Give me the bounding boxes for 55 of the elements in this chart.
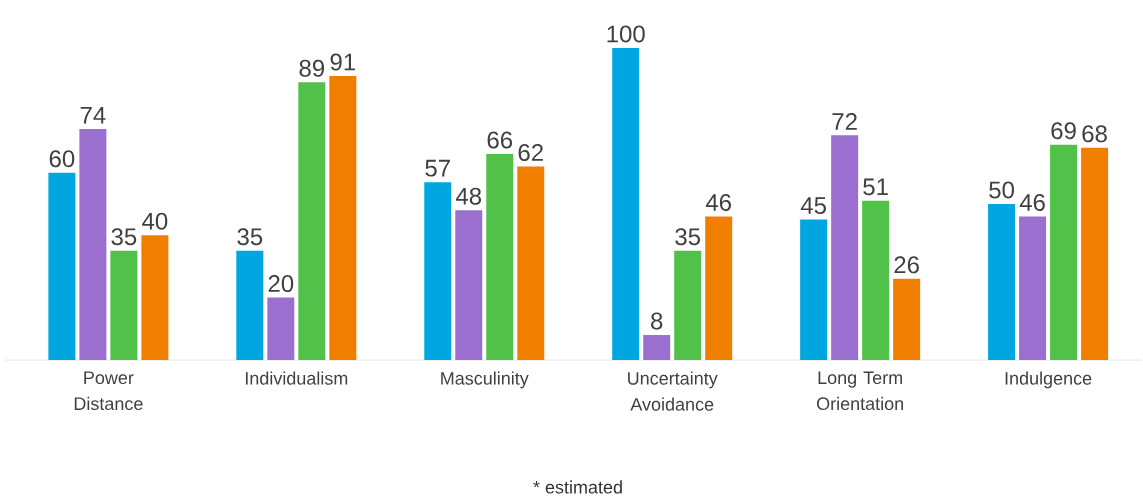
bar	[1050, 144, 1078, 360]
data-label: 51	[863, 178, 888, 196]
data-label: 50	[989, 181, 1014, 199]
data-label: 35	[111, 228, 137, 246]
data-label: 57	[425, 159, 450, 177]
bar	[48, 172, 76, 360]
bar	[424, 182, 452, 360]
bar	[674, 250, 702, 360]
data-label: 46	[1019, 193, 1045, 211]
data-label: 20	[268, 275, 294, 293]
bar	[517, 166, 545, 360]
data-label: 46	[705, 193, 731, 211]
bar	[893, 278, 921, 360]
data-label: 69	[1051, 122, 1076, 140]
bar	[800, 219, 828, 360]
data-label: 74	[80, 107, 106, 124]
bar	[705, 216, 733, 360]
bar	[236, 250, 264, 360]
bar	[862, 200, 890, 360]
bar	[79, 129, 107, 360]
data-label: 66	[487, 131, 513, 149]
bar	[267, 297, 295, 360]
data-label: 62	[518, 144, 543, 162]
bar	[298, 82, 326, 360]
data-label: 35	[675, 228, 701, 246]
bar	[141, 235, 169, 360]
data-label: 26	[894, 256, 919, 274]
x-tick-label: Masculinity	[441, 371, 529, 389]
x-tick-label: Power Distance	[74, 371, 143, 411]
bar	[988, 203, 1016, 360]
bar	[455, 210, 483, 360]
bar	[1019, 216, 1047, 360]
data-label: 91	[330, 53, 355, 71]
data-label: 8	[651, 312, 663, 330]
bar	[1081, 147, 1109, 360]
data-label: 100	[607, 25, 645, 43]
data-label: 72	[832, 113, 857, 130]
data-label: 35	[237, 228, 263, 246]
x-tick-label: Uncertainty Avoidance	[628, 371, 718, 411]
x-tick-label: Individualism	[245, 371, 348, 385]
bar	[831, 135, 859, 360]
bar	[612, 47, 640, 360]
x-tick-label: Long Term Orientation	[816, 371, 903, 411]
bar	[643, 335, 671, 360]
data-label: 89	[299, 59, 325, 77]
bar	[486, 154, 514, 360]
data-label: 60	[49, 150, 75, 168]
data-label: 68	[1082, 125, 1107, 143]
data-label: 45	[800, 197, 826, 215]
text: * estimated	[533, 480, 622, 494]
bar	[110, 250, 138, 360]
x-tick-label: Indulgence	[1005, 371, 1092, 389]
data-label: 48	[455, 187, 482, 205]
bar	[329, 76, 357, 360]
data-label: 40	[142, 212, 168, 230]
